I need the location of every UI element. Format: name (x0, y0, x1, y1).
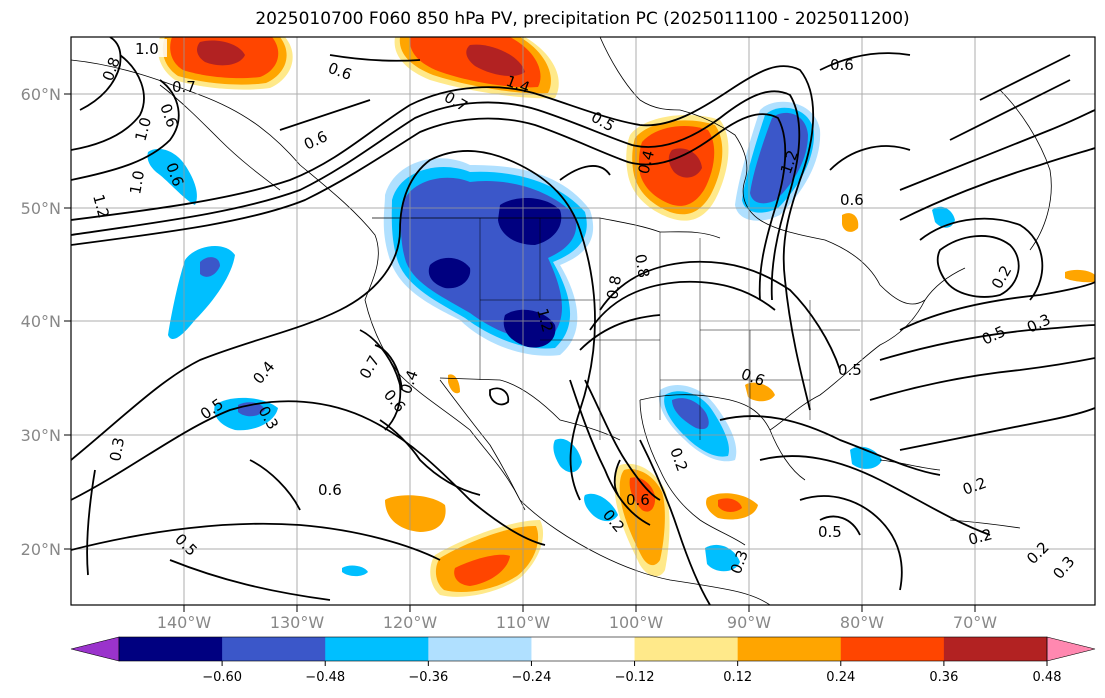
contour-label: 0.7 (172, 78, 196, 96)
lon-tick-label: 90°W (727, 613, 771, 632)
colorbar-tick-label: 0.24 (826, 670, 855, 685)
lon-tick-label: 100°W (609, 613, 664, 632)
colorbar-swatch (737, 637, 842, 661)
neg-anomaly-west-max3 (503, 309, 556, 348)
contour-label: 0.4 (634, 148, 658, 176)
lat-tick-label: 20°N (21, 540, 61, 559)
colorbar-frame (118, 636, 1048, 662)
colorbar-swatch (840, 637, 945, 661)
pos-anomaly-baja-strong (454, 554, 510, 586)
colorbar-extend-max (1046, 636, 1096, 662)
neg-anomaly-newfoundland (932, 206, 955, 228)
lat-tick-label: 30°N (21, 426, 61, 445)
colorbar-extend-min (70, 636, 120, 662)
neg-anomaly-mex2 (584, 493, 618, 522)
lon-tick-label: 140°W (157, 613, 212, 632)
neg-anomaly-caribbean (850, 446, 882, 469)
lon-tick-label: 130°W (270, 613, 325, 632)
colorbar-tick-label: 0.48 (1033, 670, 1062, 685)
neg-anomaly-pacific1-core (200, 257, 220, 277)
contour-label: 0.8 (603, 274, 625, 301)
colorbar-swatch (119, 637, 223, 661)
contour-label: 0.6 (318, 481, 342, 499)
pos-anomaly-canada-small (842, 213, 859, 232)
colorbar-tick-label: −0.36 (408, 670, 448, 685)
neg-anomaly-west-max2 (428, 257, 471, 289)
colorbar-tick-label: −0.60 (202, 670, 242, 685)
colorbar-swatch (325, 637, 429, 661)
contour-label: 0.3 (106, 436, 128, 463)
lon-tick-label: 70°W (953, 613, 997, 632)
lon-tick-label: 110°W (496, 613, 551, 632)
contour-label: 1.0 (135, 40, 159, 58)
colorbar-tick-label: 0.36 (929, 670, 958, 685)
pos-anomaly-florida (745, 382, 775, 402)
colorbar-tick-label: −0.24 (512, 670, 552, 685)
colorbar-ticks: −0.60 −0.48 −0.36 −0.24 −0.12 0.12 0.24 0.36 0.4… (202, 661, 1062, 685)
chart-title: 2025010700 F060 850 hPa PV, precipitatio… (255, 9, 910, 29)
neg-anomaly-gulf-core (672, 398, 709, 430)
contour-label: 0.6 (830, 56, 854, 74)
contour-label: 1.0 (126, 169, 148, 196)
contour-label: 0.5 (818, 523, 842, 541)
pos-anomaly-atlantic (1065, 269, 1095, 283)
colorbar-swatch (222, 637, 326, 661)
lat-tick-label: 50°N (21, 199, 61, 218)
colorbar-tick-label: 0.12 (723, 670, 752, 685)
neg-anomaly-pacific2 (147, 148, 197, 205)
neg-anomaly-east-strong (750, 112, 808, 204)
contour-label: 0.2 (966, 525, 994, 549)
colorbar-swatch (943, 637, 1048, 661)
neg-anomaly-west-max1 (498, 198, 562, 245)
pos-anomaly-pacific-mex (385, 495, 446, 532)
graticule (71, 37, 1095, 605)
colorbar: −0.60 −0.48 −0.36 −0.24 −0.12 0.12 0.24 0.36 0.4… (70, 636, 1096, 685)
colorbar-swatch (428, 637, 532, 661)
pos-anomaly-alaska-core (197, 40, 245, 66)
contour-label: 1.2 (533, 306, 557, 334)
pos-anomaly-canada-core (466, 44, 525, 77)
lat-axis: 60°N 50°N 40°N 30°N 20°N (21, 85, 71, 559)
neg-anomaly-mex1 (553, 438, 582, 473)
lat-tick-label: 60°N (21, 85, 61, 104)
colorbar-swatch (634, 637, 739, 661)
map-area: 1.0 0.8 0.7 0.6 1.0 0.6 1.2 1.0 0.6 1.4 … (71, 37, 1095, 605)
contour-label: 0.6 (840, 191, 864, 209)
contour-label: 1.2 (89, 192, 113, 220)
colorbar-swatches (70, 636, 1096, 662)
pos-anomaly-ontario-core (668, 148, 702, 178)
neg-anomaly-hawaii (342, 565, 368, 577)
contour-label: 0.5 (838, 361, 862, 379)
coastlines (71, 37, 1052, 605)
contour-label: 0.8 (631, 253, 653, 280)
neg-anomaly-central-am (705, 544, 740, 572)
contour-label: 0.6 (626, 491, 650, 509)
lon-tick-label: 80°W (840, 613, 884, 632)
colorbar-swatch (531, 637, 636, 661)
pos-anomaly-california (448, 374, 460, 394)
pos-anomaly-yucatan-core (718, 498, 742, 512)
lon-axis: 140°W 130°W 120°W 110°W 100°W 90°W 80°W … (157, 605, 997, 632)
lat-tick-label: 40°N (21, 312, 61, 331)
contour-label: 1.0 (131, 115, 155, 143)
pv-contours (71, 37, 1095, 605)
colorbar-tick-label: −0.12 (615, 670, 655, 685)
lon-tick-label: 120°W (383, 613, 438, 632)
colorbar-tick-label: −0.48 (305, 670, 345, 685)
